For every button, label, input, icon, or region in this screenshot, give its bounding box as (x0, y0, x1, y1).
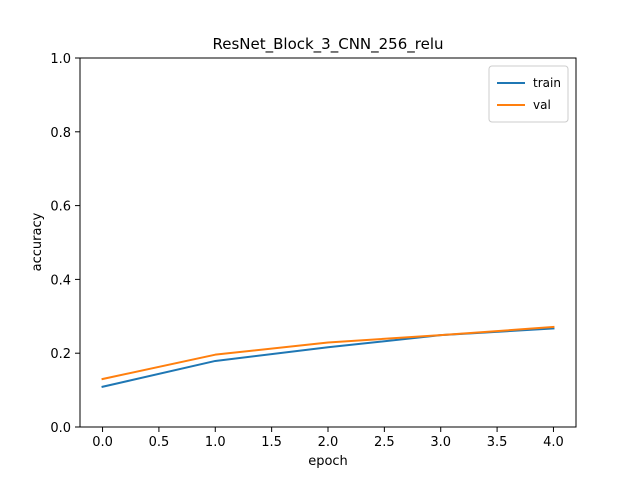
y-tick-label: 0.0 (50, 421, 71, 436)
series-layer (101, 325, 555, 388)
x-tick-label: 0.0 (92, 435, 113, 450)
legend-box (488, 65, 569, 123)
legend: train val (488, 65, 569, 123)
chart-title: ResNet_Block_3_CNN_256_relu (212, 35, 443, 54)
x-axis-label: epoch (308, 454, 348, 469)
x-tick-label: 3.0 (430, 435, 451, 450)
x-tick-label: 2.0 (318, 435, 339, 450)
legend-label-val: val (533, 98, 551, 112)
x-tick-label: 2.5 (374, 435, 395, 450)
y-axis: 0.0 0.2 0.4 0.6 0.8 1.0 (50, 52, 80, 436)
y-tick-label: 0.6 (50, 200, 71, 215)
x-tick-label: 1.5 (261, 435, 282, 450)
x-tick-label: 4.0 (543, 435, 564, 450)
x-tick-label: 3.5 (487, 435, 508, 450)
x-axis: 0.0 0.5 1.0 1.5 2.0 2.5 3.0 3.5 4.0 (92, 427, 564, 450)
y-axis-label: accuracy (30, 212, 45, 271)
x-tick-label: 0.5 (149, 435, 170, 450)
series-line-val (101, 325, 555, 381)
legend-label-train: train (533, 76, 561, 90)
y-tick-label: 1.0 (50, 52, 71, 67)
x-tick-label: 1.0 (205, 435, 226, 450)
y-tick-label: 0.2 (50, 347, 71, 362)
y-tick-label: 0.4 (50, 273, 71, 288)
y-tick-label: 0.8 (50, 126, 71, 141)
